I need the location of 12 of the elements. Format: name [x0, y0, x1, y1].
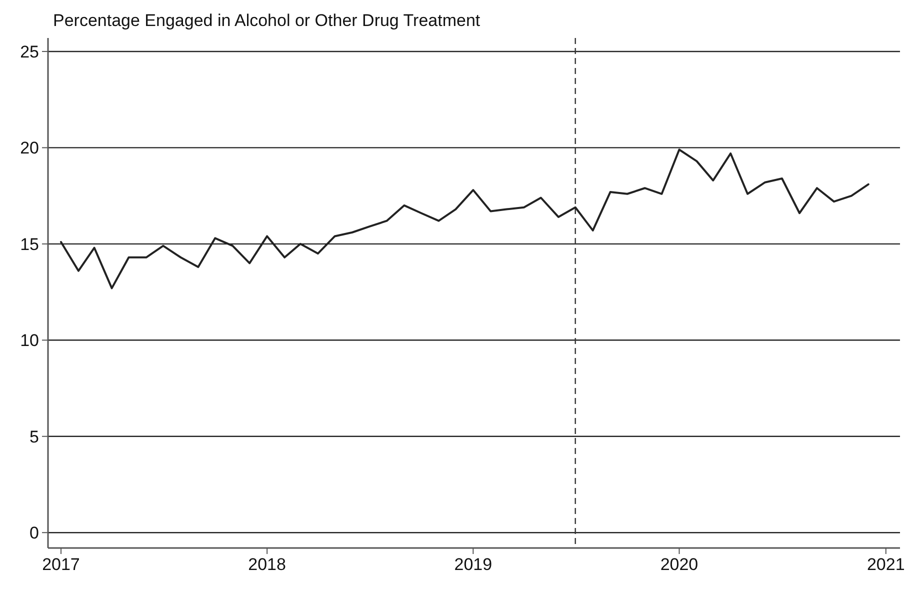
x-tick-label: 2017 [42, 555, 80, 574]
x-tick-label: 2021 [866, 555, 905, 574]
chart-title: Percentage Engaged in Alcohol or Other Drug Treatment [53, 11, 480, 30]
y-tick-label: 20 [20, 138, 39, 158]
y-tick-label: 25 [20, 42, 39, 62]
x-tick-label: 2019 [454, 555, 492, 574]
x-tick-label: 2018 [248, 555, 286, 574]
y-tick-label: 15 [20, 234, 39, 254]
y-tick-label: 10 [20, 331, 39, 350]
y-tick-label: 0 [30, 524, 39, 543]
x-tick-label: 2020 [660, 555, 698, 574]
y-tick-label: 5 [30, 427, 39, 446]
